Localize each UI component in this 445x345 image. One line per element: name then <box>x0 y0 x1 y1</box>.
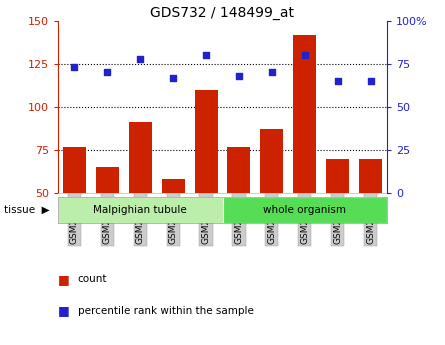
Bar <box>222 197 387 223</box>
Title: GDS732 / 148499_at: GDS732 / 148499_at <box>150 6 295 20</box>
Point <box>170 75 177 80</box>
Point <box>301 52 308 58</box>
Bar <box>326 159 349 193</box>
Text: Malpighian tubule: Malpighian tubule <box>93 205 187 215</box>
Point <box>235 73 243 79</box>
Bar <box>194 90 218 193</box>
Text: ■: ■ <box>58 273 69 286</box>
Point <box>137 56 144 61</box>
Point <box>71 65 78 70</box>
Bar <box>227 147 251 193</box>
Point <box>367 78 374 84</box>
Point <box>334 78 341 84</box>
Text: whole organism: whole organism <box>263 205 346 215</box>
Text: tissue  ▶: tissue ▶ <box>4 205 50 215</box>
Bar <box>260 129 283 193</box>
Point <box>268 70 275 75</box>
Bar <box>129 122 152 193</box>
Text: ■: ■ <box>58 304 69 317</box>
Bar <box>96 167 119 193</box>
Text: count: count <box>78 275 107 284</box>
Bar <box>359 159 382 193</box>
Point <box>202 52 210 58</box>
Point <box>104 70 111 75</box>
Bar <box>162 179 185 193</box>
Text: percentile rank within the sample: percentile rank within the sample <box>78 306 254 315</box>
Bar <box>293 34 316 193</box>
Bar <box>63 147 86 193</box>
Bar <box>58 197 222 223</box>
